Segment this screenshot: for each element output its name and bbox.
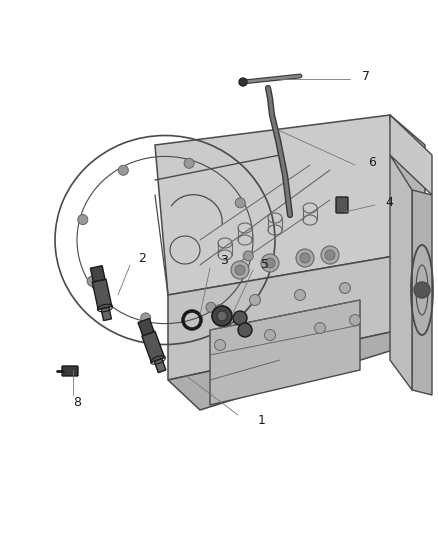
Text: 5: 5 bbox=[261, 257, 269, 271]
Polygon shape bbox=[168, 255, 400, 380]
Circle shape bbox=[141, 313, 151, 323]
Circle shape bbox=[87, 276, 97, 286]
Circle shape bbox=[243, 251, 253, 261]
Circle shape bbox=[206, 302, 216, 312]
Circle shape bbox=[78, 215, 88, 224]
Circle shape bbox=[325, 250, 335, 260]
Circle shape bbox=[350, 314, 360, 326]
FancyBboxPatch shape bbox=[336, 197, 348, 213]
Circle shape bbox=[235, 198, 245, 208]
Text: 3: 3 bbox=[220, 254, 228, 268]
Polygon shape bbox=[210, 300, 360, 405]
Polygon shape bbox=[390, 115, 425, 340]
Circle shape bbox=[339, 282, 350, 294]
Circle shape bbox=[321, 246, 339, 264]
Polygon shape bbox=[412, 190, 432, 395]
Circle shape bbox=[296, 249, 314, 267]
Circle shape bbox=[215, 340, 226, 351]
Circle shape bbox=[250, 295, 261, 305]
Text: 6: 6 bbox=[368, 156, 376, 168]
Circle shape bbox=[265, 329, 276, 341]
Polygon shape bbox=[154, 359, 166, 373]
Polygon shape bbox=[138, 319, 154, 336]
Circle shape bbox=[265, 258, 275, 268]
Circle shape bbox=[215, 304, 226, 316]
Circle shape bbox=[239, 78, 247, 86]
Text: 2: 2 bbox=[138, 252, 146, 264]
Circle shape bbox=[118, 165, 128, 175]
Text: 8: 8 bbox=[73, 395, 81, 408]
Text: 7: 7 bbox=[362, 70, 370, 84]
Circle shape bbox=[414, 282, 430, 298]
Polygon shape bbox=[390, 115, 432, 195]
Circle shape bbox=[212, 306, 232, 326]
Polygon shape bbox=[101, 307, 111, 320]
Polygon shape bbox=[90, 265, 105, 282]
Text: 4: 4 bbox=[385, 196, 393, 208]
Polygon shape bbox=[142, 332, 165, 362]
Polygon shape bbox=[390, 155, 412, 390]
Polygon shape bbox=[168, 330, 425, 410]
Circle shape bbox=[184, 158, 194, 168]
Polygon shape bbox=[92, 279, 112, 310]
Circle shape bbox=[235, 265, 245, 275]
Text: 1: 1 bbox=[258, 414, 266, 426]
Circle shape bbox=[238, 323, 252, 337]
Circle shape bbox=[261, 254, 279, 272]
Circle shape bbox=[231, 261, 249, 279]
Circle shape bbox=[300, 253, 310, 263]
Circle shape bbox=[233, 311, 247, 325]
Circle shape bbox=[217, 311, 227, 321]
Polygon shape bbox=[155, 115, 400, 295]
Circle shape bbox=[314, 322, 325, 334]
FancyBboxPatch shape bbox=[62, 366, 78, 376]
Circle shape bbox=[294, 289, 305, 301]
